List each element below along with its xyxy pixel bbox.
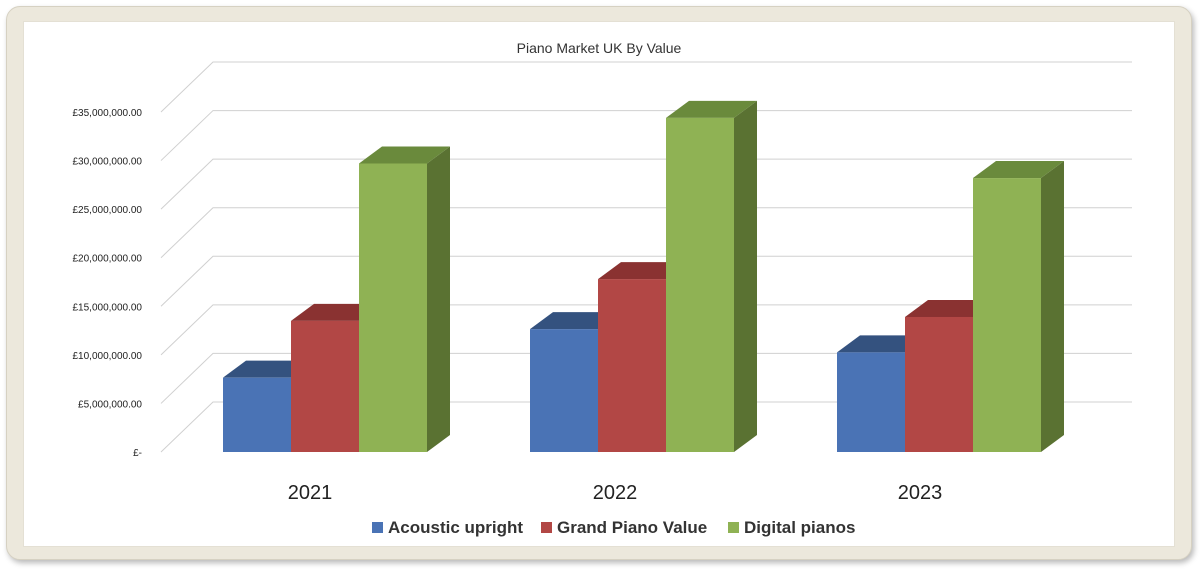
bar-front-face: [598, 279, 666, 452]
bar-top-face: [666, 100, 757, 118]
bar-front-face: [905, 316, 973, 452]
bar-top-face: [359, 146, 450, 164]
bar-side-face: [1041, 161, 1064, 453]
bar-digital-pianos-2022: [666, 100, 757, 452]
bar-front-face: [223, 377, 291, 452]
y-tick-label: £25,000,000.00: [72, 205, 142, 216]
bar-top-face: [973, 161, 1064, 179]
gridline: [160, 110, 1132, 161]
bar-digital-pianos-2023: [973, 161, 1064, 453]
legend-label: Grand Piano Value: [557, 518, 707, 537]
legend-swatch: [728, 522, 739, 533]
x-tick-label: 2021: [288, 482, 333, 504]
x-axis-ticks: 2021 2022 2023: [288, 482, 943, 504]
gridline: [160, 401, 1132, 453]
y-tick-label: £5,000,000.00: [78, 399, 142, 410]
legend: Acoustic upright Grand Piano Value Digital…: [372, 518, 855, 537]
bar-front-face: [973, 178, 1041, 453]
y-tick-label: £30,000,000.00: [72, 157, 142, 168]
gridline: [160, 255, 1132, 307]
chart-area: £- £5,000,000.00 £10,000,000.00 £15,000,000…: [23, 21, 1175, 547]
y-tick-label: £20,000,000.00: [72, 254, 142, 265]
bar-front-face: [837, 352, 905, 452]
legend-swatch: [541, 522, 552, 533]
x-tick-label: 2023: [898, 482, 943, 504]
bar-front-face: [666, 117, 734, 452]
y-tick-label: £15,000,000.00: [72, 302, 142, 313]
legend-label: Digital pianos: [744, 518, 855, 537]
chart-frame: £- £5,000,000.00 £10,000,000.00 £15,000,000…: [6, 6, 1192, 560]
legend-label: Acoustic upright: [388, 518, 523, 537]
bar-digital-pianos-2021: [359, 146, 450, 452]
bar-side-face: [734, 100, 757, 452]
y-axis-ticks: £- £5,000,000.00 £10,000,000.00 £15,000,000…: [72, 108, 142, 459]
y-tick-label: £35,000,000.00: [72, 108, 142, 119]
y-tick-label: £10,000,000.00: [72, 351, 142, 362]
bar-side-face: [427, 146, 450, 452]
gridline: [160, 158, 1132, 210]
gridlines: [160, 61, 1132, 453]
legend-item-digital-pianos: Digital pianos: [728, 518, 855, 537]
bar-front-face: [359, 163, 427, 452]
gridline: [160, 61, 1132, 113]
x-tick-label: 2022: [593, 482, 638, 504]
bars: [223, 100, 1064, 453]
gridline: [160, 304, 1132, 356]
bar-front-face: [530, 329, 598, 452]
legend-swatch: [372, 522, 383, 533]
y-tick-label: £-: [133, 448, 142, 459]
chart-title: Piano Market UK By Value: [517, 40, 682, 56]
gridline: [160, 352, 1132, 404]
bar-front-face: [291, 320, 359, 452]
gridline: [160, 207, 1132, 259]
bar-chart: £- £5,000,000.00 £10,000,000.00 £15,000,000…: [72, 40, 1132, 537]
legend-item-acoustic-upright: Acoustic upright: [372, 518, 523, 537]
legend-item-grand-piano-value: Grand Piano Value: [541, 518, 707, 537]
